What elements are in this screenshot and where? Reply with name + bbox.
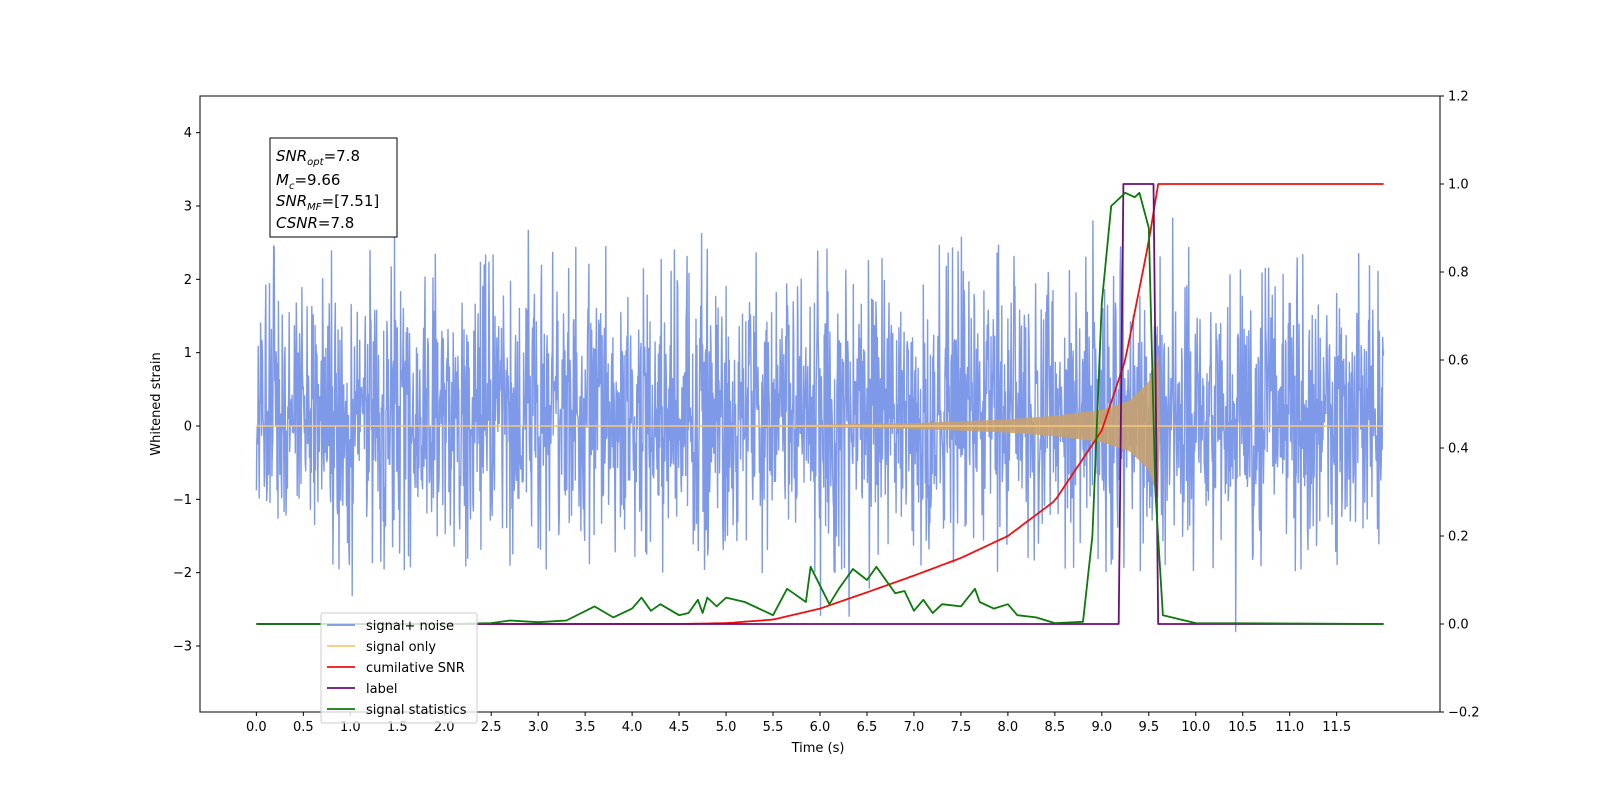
y-tick-label: 3 <box>184 200 192 215</box>
csnr-text: CSNR=7.8 <box>276 214 354 232</box>
x-tick-label: 1.0 <box>340 720 361 735</box>
legend-item-label: label <box>327 682 397 697</box>
y2-tick-label: −0.2 <box>1448 706 1480 721</box>
x-tick-label: 3.0 <box>528 720 549 735</box>
svg-text:signal+ noise: signal+ noise <box>366 619 454 634</box>
x-tick-label: 11.0 <box>1275 720 1304 735</box>
legend-item-signal-noise: signal+ noise <box>327 619 454 634</box>
y2-tick-label: 1.2 <box>1448 90 1469 105</box>
line-label <box>256 183 1384 625</box>
x-tick-label: 4.0 <box>622 720 643 735</box>
x-tick-label: 4.5 <box>669 720 690 735</box>
legend-item-signal-only: signal only <box>327 640 436 655</box>
x-tick-label: 2.5 <box>481 720 502 735</box>
x-tick-label: 1.5 <box>387 720 408 735</box>
snr-mf-text: SNRMF=[7.51] <box>276 192 379 213</box>
x-tick-label: 6.0 <box>810 720 831 735</box>
x-tick-label: 2.0 <box>434 720 455 735</box>
y2-tick-label: 0.2 <box>1448 530 1469 545</box>
series-signal-only <box>256 352 1384 500</box>
y-tick-label: 0 <box>184 420 192 435</box>
x-tick-label: 10.5 <box>1228 720 1257 735</box>
svg-text:signal only: signal only <box>366 640 436 655</box>
line-signal-statistics <box>256 191 1384 625</box>
y2-tick-label: 0.0 <box>1448 618 1469 633</box>
y-axis-label: Whitened strain <box>149 352 164 455</box>
x-axis-label: Time (s) <box>791 741 845 756</box>
x-tick-label: 6.5 <box>857 720 878 735</box>
y-tick-label: 1 <box>184 346 192 361</box>
snr-opt-text: SNRopt=7.8 <box>276 147 360 168</box>
x-tick-label: 8.0 <box>998 720 1019 735</box>
x-tick-label: 9.5 <box>1138 720 1159 735</box>
y2-tick-label: 0.4 <box>1448 442 1469 457</box>
x-tick-label: 9.0 <box>1091 720 1112 735</box>
y-tick-label: −1 <box>173 493 192 508</box>
chirp-mass-text: Mc=9.66 <box>276 171 340 192</box>
legend: signal+ noise signal only cumilative SNR… <box>320 612 478 724</box>
y-tick-label: 4 <box>184 126 192 141</box>
x-tick-label: 8.5 <box>1045 720 1066 735</box>
y-axis-left: 4 3 2 1 0 −1 −2 −3 <box>173 126 200 655</box>
y-tick-label: −3 <box>173 640 192 655</box>
svg-text:label: label <box>366 682 397 697</box>
y2-tick-label: 1.0 <box>1448 178 1469 193</box>
x-tick-label: 0.0 <box>246 720 267 735</box>
x-tick-label: 5.5 <box>763 720 784 735</box>
legend-item-signal-statistics: signal statistics <box>327 703 467 718</box>
x-tick-label: 11.5 <box>1322 720 1351 735</box>
x-tick-label: 0.5 <box>293 720 314 735</box>
legend-item-cumilative-snr: cumilative SNR <box>327 661 465 676</box>
snr-info-box: SNRopt=7.8 Mc=9.66 SNRMF=[7.51] CSNR=7.8 <box>269 137 398 238</box>
x-tick-label: 3.5 <box>575 720 596 735</box>
x-tick-label: 10.0 <box>1181 720 1210 735</box>
x-tick-label: 7.5 <box>951 720 972 735</box>
x-axis: 0.0 0.5 1.0 1.5 2.0 2.5 3.0 3.5 4.0 4.5 5.0 5.5 6.0 6… <box>246 712 1351 735</box>
y-tick-label: −2 <box>173 566 192 581</box>
x-tick-label: 7.0 <box>904 720 925 735</box>
y-tick-label: 2 <box>184 273 192 288</box>
y2-tick-label: 0.6 <box>1448 354 1469 369</box>
line-signal-noise <box>255 217 1385 633</box>
y2-tick-label: 0.8 <box>1448 266 1469 281</box>
x-tick-label: 5.0 <box>716 720 737 735</box>
svg-text:signal statistics: signal statistics <box>366 703 467 718</box>
svg-text:cumilative SNR: cumilative SNR <box>366 661 465 676</box>
y-axis-right: 1.2 1.0 0.8 0.6 0.4 0.2 0.0 −0.2 <box>1440 90 1480 721</box>
series-signal-noise <box>255 217 1385 633</box>
